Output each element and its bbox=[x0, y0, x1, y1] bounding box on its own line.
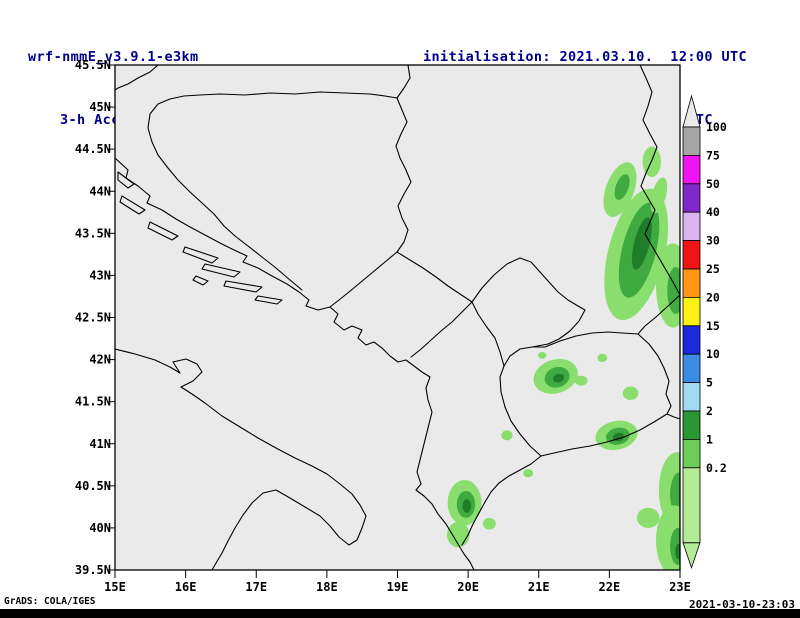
colorbar-label: 50 bbox=[706, 177, 720, 191]
colorbar-segment bbox=[682, 211, 701, 241]
precip-cell bbox=[614, 174, 630, 200]
axes-layer: 45.5N 45N 44.5N 44N 43.5N 43N 42.5N 42N 41.5N 41N… bbox=[75, 58, 691, 594]
colorbar-bottom-tip bbox=[682, 542, 701, 570]
border-serbia-bulgaria-south bbox=[637, 294, 680, 335]
precip-cell bbox=[675, 543, 680, 560]
lat-tick-label: 43N bbox=[89, 268, 111, 282]
precip-cell bbox=[597, 353, 608, 363]
colorbar-label: 15 bbox=[706, 319, 720, 333]
lat-tick-label: 42.5N bbox=[75, 311, 111, 325]
precip-cell bbox=[552, 373, 565, 383]
precip-cell bbox=[636, 507, 660, 528]
colorbar-segment bbox=[682, 268, 701, 298]
colorbar-segment bbox=[682, 154, 701, 185]
lon-tick-label: 16E bbox=[175, 580, 197, 594]
lat-tick-label: 43.5N bbox=[75, 226, 111, 240]
colorbar-segment bbox=[682, 126, 701, 156]
precip-cell bbox=[523, 469, 534, 478]
colorbar-segment bbox=[682, 438, 701, 469]
model-title: wrf-nmmE_v3.9.1-e3km bbox=[28, 49, 199, 65]
precipitation-layer bbox=[446, 146, 680, 570]
colorbar-label: 30 bbox=[706, 234, 720, 248]
lon-tick-label: 21E bbox=[528, 580, 550, 594]
colorbar-segment bbox=[682, 410, 701, 440]
grads-credit: GrADS: COLA/IGES bbox=[4, 596, 96, 607]
coastline-adriatic-east bbox=[115, 157, 475, 570]
precip-cell bbox=[667, 267, 680, 315]
precip-cell bbox=[538, 352, 547, 359]
lat-tick-label: 45N bbox=[89, 100, 111, 114]
lon-tick-label: 23E bbox=[669, 580, 691, 594]
map-background bbox=[115, 65, 680, 570]
colorbar-label: 75 bbox=[706, 148, 720, 162]
colorbar-label: 5 bbox=[706, 376, 713, 390]
coastline-italy bbox=[115, 348, 367, 570]
border-kosovo bbox=[471, 257, 586, 367]
colorbar-bottom-segment bbox=[682, 467, 701, 544]
lon-tick-label: 19E bbox=[387, 580, 409, 594]
precip-cell bbox=[462, 499, 471, 513]
border-greece-bulgaria bbox=[666, 413, 680, 420]
colorbar-segment bbox=[682, 296, 701, 327]
lat-tick-label: 45.5N bbox=[75, 58, 111, 72]
lat-tick-label: 41.5N bbox=[75, 395, 111, 409]
lon-tick-label: 20E bbox=[457, 580, 479, 594]
lat-tick-label: 44N bbox=[89, 184, 111, 198]
colorbar-segment bbox=[682, 183, 701, 213]
border-north-macedonia bbox=[499, 331, 672, 457]
border-croatia-serbia bbox=[396, 65, 411, 99]
lat-tick-label: 42N bbox=[89, 353, 111, 367]
border-bosnia-serbia-drina bbox=[395, 97, 412, 253]
colorbar-label: 20 bbox=[706, 290, 720, 304]
colorbar-label: 100 bbox=[706, 120, 727, 134]
geography-layer bbox=[115, 65, 680, 570]
lat-tick-label: 44.5N bbox=[75, 142, 111, 156]
colorbar-label: 0.2 bbox=[706, 461, 727, 475]
precip-cell bbox=[670, 472, 680, 517]
lat-tick-label: 40.5N bbox=[75, 479, 111, 493]
lon-tick-label: 17E bbox=[245, 580, 267, 594]
colorbar-label: 40 bbox=[706, 205, 720, 219]
colorbar-segment bbox=[682, 382, 701, 412]
precip-cell bbox=[650, 177, 668, 214]
colorbar: 100 75 50 40 30 25 20 15 10 5 2 1 0.2 bbox=[682, 94, 727, 570]
border-greece-albania bbox=[461, 455, 542, 546]
colorbar-segment bbox=[682, 325, 701, 355]
border-slovenia-croatia bbox=[115, 65, 159, 91]
colorbar-segment bbox=[682, 353, 701, 384]
colorbar-top-tip bbox=[682, 94, 701, 128]
lon-tick-label: 22E bbox=[599, 580, 621, 594]
border-bosnia-montenegro bbox=[329, 251, 398, 308]
colorbar-segment bbox=[682, 240, 701, 270]
creation-timestamp: 2021-03-10-23:03 bbox=[689, 598, 795, 611]
lat-tick-label: 40N bbox=[89, 521, 111, 535]
border-bosnia-west-north bbox=[147, 91, 398, 291]
lon-tick-label: 18E bbox=[316, 580, 338, 594]
colorbar-label: 25 bbox=[706, 262, 720, 276]
border-montenegro-serbia bbox=[396, 251, 473, 303]
lat-tick-label: 39.5N bbox=[75, 563, 111, 577]
lon-tick-label: 15E bbox=[104, 580, 126, 594]
precip-cell bbox=[501, 430, 513, 441]
colorbar-label: 2 bbox=[706, 404, 713, 418]
precip-cell bbox=[574, 375, 588, 386]
colorbar-label: 1 bbox=[706, 432, 713, 446]
bottom-bar bbox=[0, 609, 800, 618]
border-montenegro-albania bbox=[410, 301, 473, 358]
border-serbia-east bbox=[639, 65, 680, 296]
adriatic-islands bbox=[117, 171, 283, 305]
precip-cell bbox=[622, 386, 639, 400]
init-time-label: initialisation: 2021.03.10. 12:00 UTC bbox=[423, 49, 748, 65]
lat-tick-label: 41N bbox=[89, 437, 111, 451]
precip-cell bbox=[482, 517, 496, 530]
colorbar-label: 10 bbox=[706, 347, 720, 361]
